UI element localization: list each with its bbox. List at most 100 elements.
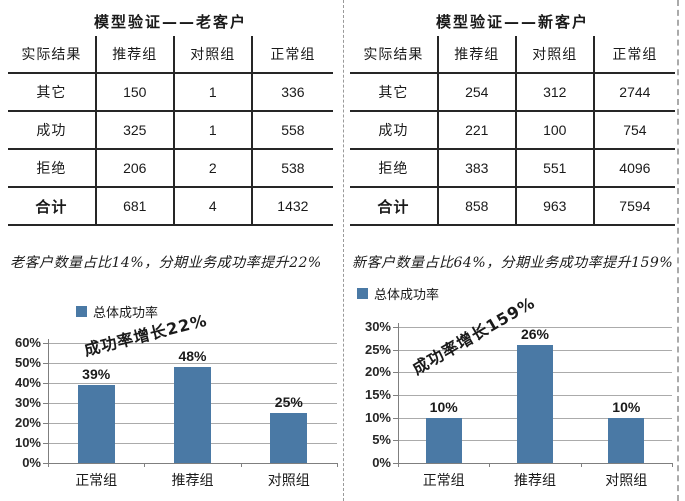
cell-value: 963 (514, 187, 594, 226)
cell-value: 312 (514, 73, 594, 112)
cell-value: 1 (172, 111, 252, 150)
y-axis-line (398, 323, 399, 467)
plot-area: 0% 5% 10% 15% 20% 25% 30% 10% 正常组 26% 推荐组 10% 对照组 (343, 280, 685, 501)
y-axis-line (48, 339, 49, 467)
y-tick-mark (43, 463, 48, 464)
x-axis-category-label: 推荐组 (514, 473, 556, 489)
cell-value: 558 (250, 111, 333, 150)
col-header-actual-result: 实际结果 (350, 36, 438, 74)
cell-value: 538 (250, 149, 333, 188)
cell-value: 2 (172, 149, 252, 188)
bar-推荐组 (174, 367, 211, 463)
y-tick-mark (393, 395, 398, 396)
x-tick-mark (580, 463, 582, 467)
row-label: 成功 (350, 111, 438, 150)
table-row: 成功 221 100 754 (350, 111, 675, 150)
cell-value: 325 (94, 111, 174, 150)
gridline (398, 327, 672, 328)
legend-swatch-icon (357, 288, 368, 299)
y-tick-mark (393, 440, 398, 442)
gridline (48, 343, 337, 344)
y-axis-tick-label: 0% (372, 455, 391, 470)
y-tick-mark (393, 417, 398, 419)
bar-正常组 (77, 385, 115, 463)
right-divider-dashed-line (677, 0, 679, 501)
x-tick-mark (672, 463, 673, 467)
chart-legend: 总体成功率 (76, 302, 158, 321)
col-header-recommend-group: 推荐组 (94, 36, 174, 74)
old-customer-success-rate-chart: 总体成功率 0% 10% 20% 30% 40% 50% 60% 39% 正常组 48% 推荐组 25… (0, 280, 342, 501)
y-tick-mark (43, 403, 48, 404)
bar-value-label: 10% (612, 398, 641, 415)
y-tick-mark (43, 383, 48, 384)
cell-value: 1432 (250, 187, 333, 226)
x-tick-mark (337, 463, 338, 467)
table-total-row: 合计 858 963 7594 (350, 187, 675, 226)
table-total-row: 合计 681 4 1432 (8, 187, 333, 226)
y-axis-tick-label: 40% (14, 375, 41, 390)
row-label: 拒绝 (8, 149, 96, 188)
cell-value: 336 (250, 73, 333, 112)
y-axis-tick-label: 15% (364, 387, 391, 402)
bar-value-label: 25% (274, 394, 303, 410)
y-axis-tick-label: 20% (364, 364, 391, 380)
cell-value: 858 (436, 187, 516, 226)
table-row: 拒绝 383 551 4096 (350, 149, 675, 188)
table-row: 拒绝 206 2 538 (8, 149, 333, 188)
row-label: 其它 (8, 73, 96, 112)
row-label: 拒绝 (350, 149, 438, 188)
y-tick-mark (393, 349, 398, 351)
cell-value: 7594 (592, 187, 675, 226)
x-tick-mark (240, 463, 242, 467)
table-row: 其它 150 1 336 (8, 73, 333, 112)
y-axis-tick-label: 60% (14, 335, 41, 350)
cell-value: 754 (592, 111, 675, 150)
y-axis-tick-label: 30% (14, 395, 41, 410)
col-header-normal-group: 正常组 (250, 36, 333, 74)
y-axis-tick-label: 30% (364, 319, 391, 334)
plot-area: 0% 10% 20% 30% 40% 50% 60% 39% 正常组 48% 推荐组 25% 对照组 (0, 280, 342, 501)
table-row: 成功 325 1 558 (8, 111, 333, 150)
row-label-total: 合计 (350, 187, 438, 226)
row-label-total: 合计 (8, 187, 96, 226)
y-tick-mark (43, 423, 48, 424)
y-tick-mark (393, 372, 398, 374)
bar-推荐组 (517, 345, 553, 463)
table-row: 其它 254 312 2744 (350, 73, 675, 112)
bar-value-label: 10% (429, 398, 458, 415)
cell-value: 206 (94, 149, 174, 188)
col-header-control-group: 对照组 (172, 36, 252, 74)
y-axis-tick-label: 0% (22, 455, 41, 470)
cell-value: 681 (94, 187, 174, 226)
old-customer-table-block: 模型验证——老客户 实际结果 推荐组 对照组 正常组 其它 150 1 336 … (8, 8, 333, 226)
x-tick-mark (144, 463, 146, 467)
new-customer-validation-table: 实际结果 推荐组 对照组 正常组 其它 254 312 2744 成功 221 … (350, 36, 675, 226)
legend-label: 总体成功率 (374, 288, 440, 303)
x-tick-mark (489, 463, 491, 467)
cell-value: 150 (94, 73, 174, 112)
x-axis-category-label: 对照组 (605, 473, 648, 489)
bar-对照组 (270, 413, 308, 463)
y-axis-tick-label: 25% (364, 341, 391, 357)
y-axis-tick-label: 10% (364, 409, 391, 425)
cell-value: 383 (436, 149, 516, 188)
y-tick-mark (43, 343, 48, 344)
y-axis-tick-label: 20% (14, 415, 41, 430)
bar-对照组 (608, 417, 645, 463)
row-label: 成功 (8, 111, 96, 150)
col-header-actual-result: 实际结果 (8, 36, 96, 74)
y-tick-mark (43, 443, 48, 444)
cell-value: 2744 (592, 73, 675, 112)
chart-legend: 总体成功率 (357, 284, 439, 303)
old-customer-summary-text: 老客户数量占比14%，分期业务成功率提升22% (10, 255, 322, 271)
y-tick-mark (43, 363, 48, 364)
col-header-control-group: 对照组 (514, 36, 594, 74)
cell-value: 4096 (592, 149, 675, 188)
col-header-normal-group: 正常组 (592, 36, 675, 74)
legend-label: 总体成功率 (93, 306, 159, 321)
table-title: 模型验证——新客户 (435, 13, 589, 31)
cell-value: 221 (436, 111, 516, 150)
x-axis-category-label: 正常组 (422, 473, 465, 489)
row-label: 其它 (350, 73, 438, 112)
